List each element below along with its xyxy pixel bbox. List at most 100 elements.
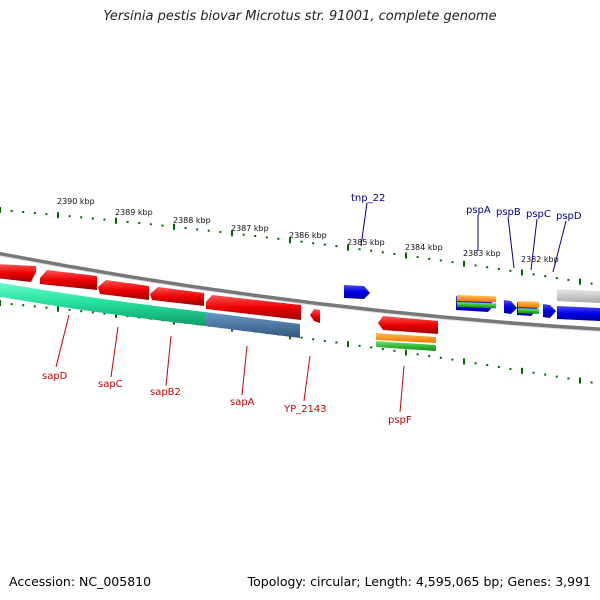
minor-tick (242, 233, 245, 236)
minor-tick (555, 375, 558, 378)
major-tick (289, 237, 291, 244)
minor-tick (323, 243, 326, 246)
gene-label[interactable]: pspF (388, 415, 412, 426)
gene-arrow[interactable] (0, 264, 36, 282)
minor-tick (10, 303, 13, 306)
minor-tick (381, 348, 384, 351)
minor-tick (544, 275, 547, 278)
minor-tick (497, 268, 500, 270)
gene-label[interactable]: sapA (230, 397, 255, 408)
bottom-gene-labels: sapD sapC sapB2 sapA YP_2143 pspF (42, 314, 412, 426)
major-tick (0, 207, 1, 213)
minor-tick (161, 224, 164, 227)
reverse-genes (0, 264, 438, 334)
minor-tick (68, 308, 71, 311)
minor-tick (497, 366, 500, 368)
major-tick (0, 300, 1, 306)
major-tick (115, 217, 117, 224)
minor-tick (474, 362, 477, 365)
minor-tick (428, 355, 431, 358)
gene-arrow[interactable] (504, 300, 517, 314)
major-tick (57, 305, 59, 312)
scale-labels: 2390 kbp 2389 kbp 2388 kbp 2387 kbp 2386… (57, 197, 559, 264)
gene-label[interactable]: sapC (98, 379, 123, 390)
scale-label: 2383 kbp (463, 249, 501, 258)
minor-tick (428, 257, 431, 260)
minor-tick (474, 264, 477, 267)
gene-label[interactable]: pspB (496, 207, 521, 218)
accession-text: Accession: NC_005810 (9, 574, 152, 589)
gene-arrow[interactable] (150, 287, 204, 306)
gene-arrow[interactable] (557, 306, 600, 321)
gene-label[interactable]: pspD (556, 211, 582, 222)
gene-label[interactable]: pspC (526, 209, 551, 220)
minor-tick (544, 373, 547, 376)
top-gene-labels: tnp_22 pspA pspB pspC pspD (351, 193, 582, 273)
minor-tick (126, 220, 129, 223)
major-tick (405, 252, 407, 259)
minor-tick (103, 218, 106, 221)
minor-tick (10, 210, 13, 212)
gene-label[interactable]: tnp_22 (351, 193, 385, 204)
minor-tick (45, 306, 48, 309)
minor-tick (103, 312, 106, 315)
minor-tick (486, 266, 489, 269)
gene-arrow[interactable] (310, 309, 320, 323)
minor-tick (80, 310, 83, 313)
gene-label[interactable]: sapD (42, 371, 68, 382)
gene-arrow[interactable] (98, 280, 149, 300)
major-tick (521, 367, 523, 374)
gene-arrow[interactable] (40, 270, 97, 290)
major-tick (347, 341, 349, 348)
grey-feature (557, 289, 600, 303)
major-tick (579, 278, 581, 285)
gene-arrow[interactable] (344, 285, 370, 299)
gene-arrow[interactable] (378, 316, 438, 334)
gene-label[interactable]: YP_2143 (283, 404, 327, 415)
minor-tick (509, 367, 512, 370)
minor-tick (451, 261, 454, 264)
minor-tick (393, 349, 396, 352)
minor-tick (323, 339, 326, 342)
scale-label: 2382 kbp (521, 255, 559, 264)
minor-tick (567, 377, 570, 380)
minor-tick (91, 217, 94, 220)
major-tick (521, 269, 523, 276)
gene-arrow[interactable] (206, 295, 301, 320)
major-tick (57, 212, 59, 219)
minor-tick (277, 237, 280, 240)
minor-tick (509, 269, 512, 272)
major-tick (173, 223, 175, 230)
minor-tick (22, 211, 25, 213)
minor-tick (451, 358, 454, 361)
gene-arrow[interactable] (543, 304, 556, 318)
gene-label[interactable]: pspA (466, 205, 491, 216)
scale-ticks (0, 207, 593, 285)
major-tick (347, 244, 349, 251)
feature-band (0, 282, 300, 338)
major-tick (463, 358, 465, 365)
major-tick (405, 349, 407, 356)
minor-tick (184, 227, 187, 230)
minor-tick (254, 235, 257, 237)
minor-tick (590, 282, 593, 285)
minor-tick (486, 364, 489, 367)
scale-label: 2388 kbp (173, 216, 211, 225)
scale-label: 2385 kbp (347, 238, 385, 247)
minor-tick (80, 216, 83, 219)
major-tick (463, 260, 465, 267)
minor-tick (532, 371, 535, 374)
minor-tick (416, 353, 419, 356)
minor-tick (370, 249, 373, 252)
minor-tick (590, 381, 593, 384)
minor-tick (45, 213, 48, 216)
minor-tick (33, 212, 36, 214)
gene-label[interactable]: sapB2 (150, 387, 181, 398)
minor-tick (22, 304, 25, 307)
minor-tick (335, 341, 338, 344)
stacked-features (376, 294, 539, 351)
major-tick (115, 311, 117, 318)
genome-summary-text: Topology: circular; Length: 4,595,065 bp… (247, 574, 591, 589)
genome-title: Yersinia pestis biovar Microtus str. 910… (103, 9, 497, 24)
